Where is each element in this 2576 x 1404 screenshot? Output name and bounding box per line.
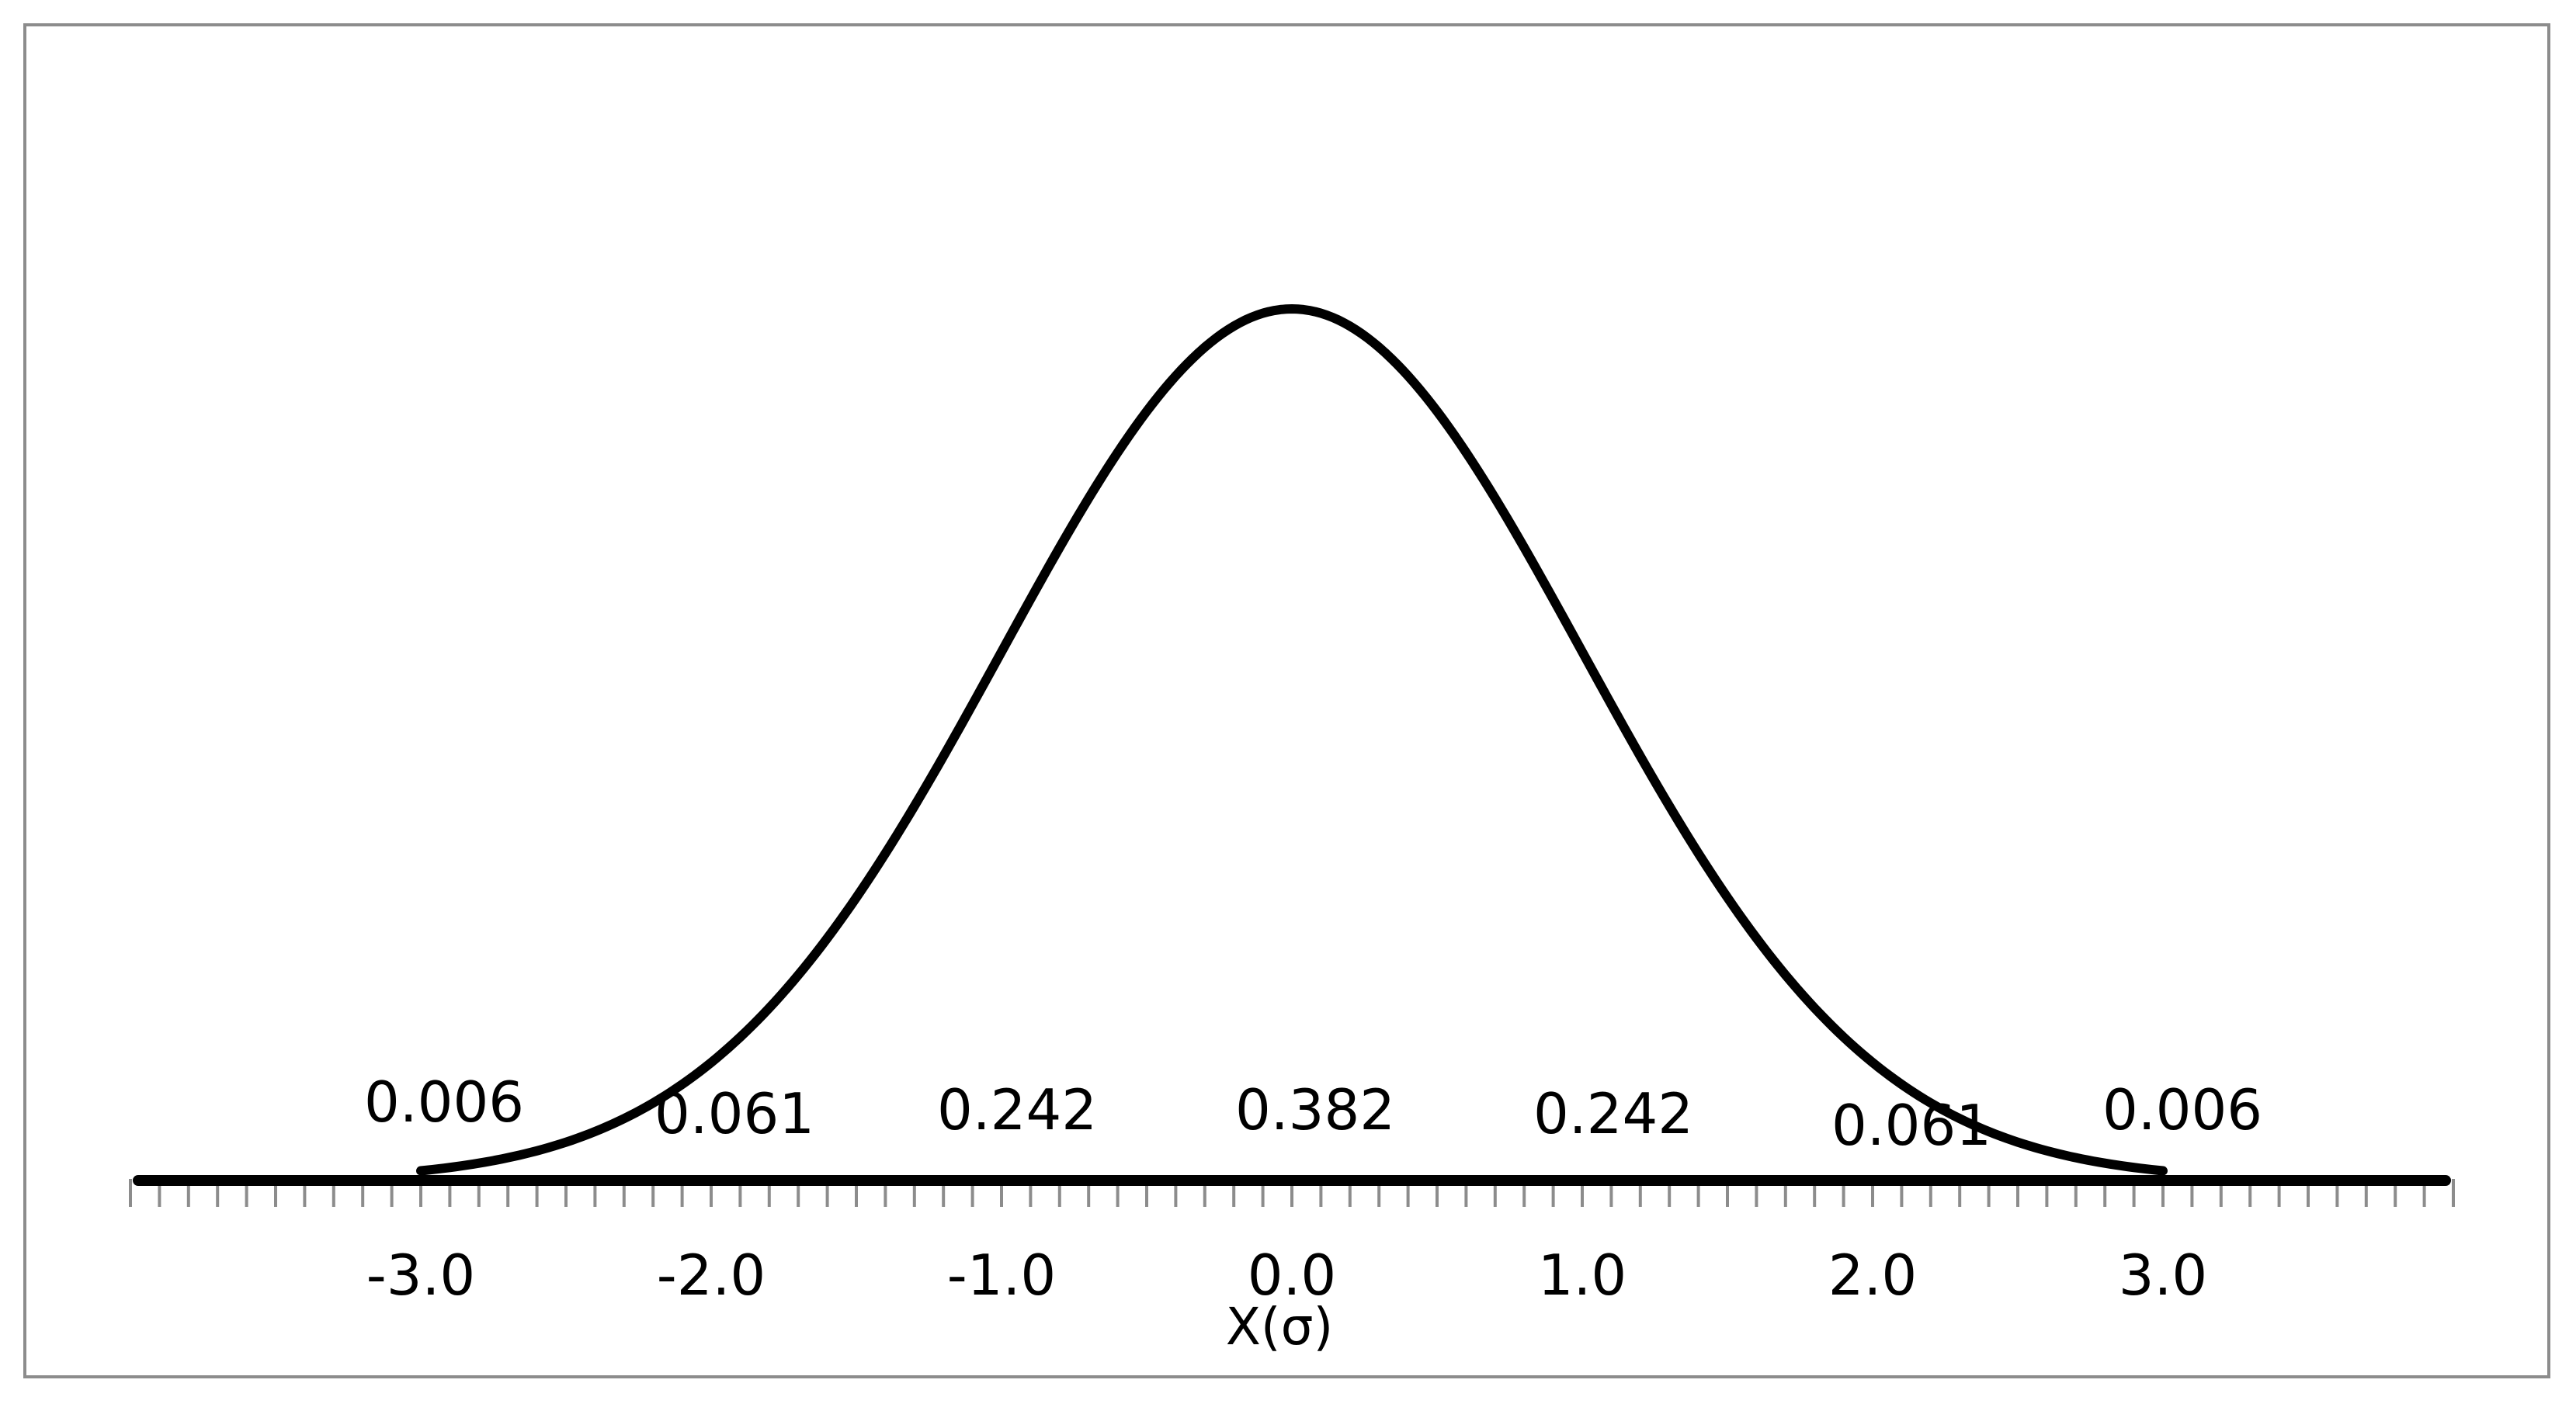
x-tick-label: 3.0 [2119,1243,2208,1308]
data-label: 0.061 [1831,1093,1991,1158]
data-label: 0.242 [937,1077,1097,1142]
x-tick-label: -1.0 [947,1243,1056,1308]
data-labels: 0.006 0.061 0.242 0.382 0.242 0.061 0.006 [364,1069,2262,1158]
x-tick-label: -3.0 [366,1243,475,1308]
data-label: 0.242 [1533,1081,1693,1146]
data-label: 0.382 [1235,1077,1395,1142]
x-tick-label: 1.0 [1538,1243,1627,1308]
plot-area [133,304,2451,1186]
x-tick-labels: -3.0 -2.0 -1.0 0.0 1.0 2.0 3.0 [366,1243,2208,1308]
data-label: 0.061 [654,1081,814,1146]
x-tick-label: -2.0 [657,1243,766,1308]
data-label: 0.006 [2102,1077,2262,1142]
data-label: 0.006 [364,1069,524,1135]
normal-curve-line [416,304,2168,1176]
x-tick-label: 0.0 [1248,1243,1337,1308]
chart-frame [23,23,2550,1378]
x-tick-label: 2.0 [1828,1243,1918,1308]
x-axis-title: X(σ) [1226,1297,1334,1357]
